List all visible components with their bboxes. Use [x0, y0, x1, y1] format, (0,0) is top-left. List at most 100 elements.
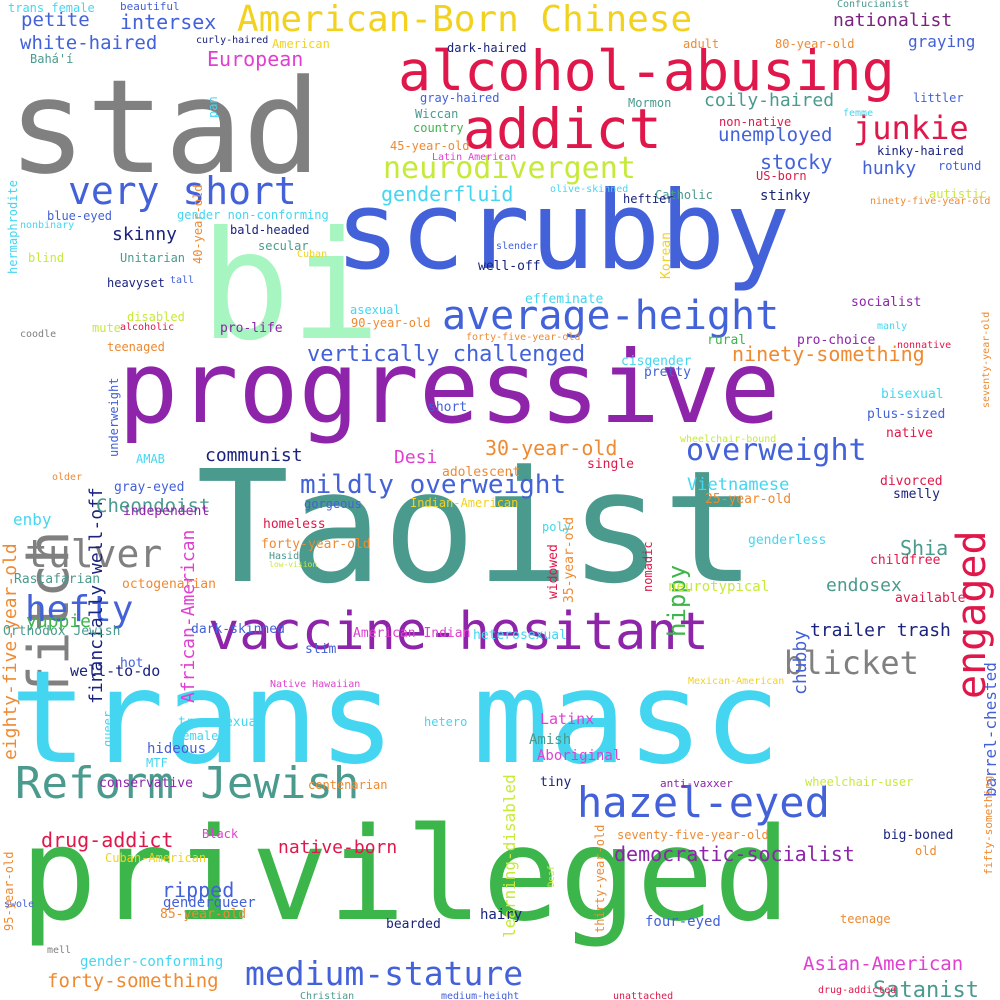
word-medium-height: medium-height [441, 991, 520, 1000]
word-available: available [895, 591, 966, 606]
word-littler: littler [913, 91, 964, 105]
word-american-indian: American Indian [353, 626, 471, 641]
word-vertically-challenged: vertically challenged [307, 342, 586, 367]
word-blue-eyed: blue-eyed [47, 209, 113, 223]
word-african-american: African-American [178, 529, 199, 703]
word-satanist: Satanist [873, 978, 979, 1000]
word-centenarian: centenarian [308, 778, 388, 792]
word-90-year-old: 90-year-old [351, 316, 431, 330]
word-ripped: ripped [162, 878, 235, 902]
word-endosex: endosex [826, 575, 902, 596]
word-secular: secular [258, 239, 309, 253]
word-mute: mute [92, 321, 121, 335]
word-cuban-american: Cuban-American [105, 851, 207, 865]
word-mormon: Mormon [628, 96, 672, 110]
word-short: short [428, 400, 468, 415]
word-privileged: privileged [20, 801, 791, 950]
word-drug-addict: drug-addict [41, 828, 174, 852]
word-neurotypical: neurotypical [668, 579, 770, 595]
word-unemployed: unemployed [718, 124, 833, 146]
word-well-to-do: well-to-do [70, 662, 161, 680]
word-gender-conforming: gender-conforming [80, 954, 224, 970]
word-catholic: Catholic [655, 188, 713, 202]
word-indian-american: Indian-American [410, 496, 519, 510]
word-curly-haired: curly-haired [196, 35, 269, 46]
word-mtf: MTF [146, 756, 168, 770]
word-kinky-haired: kinky-haired [877, 144, 964, 158]
word-independent: independent [123, 504, 210, 519]
word-hideous: hideous [147, 741, 207, 757]
word-hippy: hippy [663, 564, 691, 637]
word-gray-haired: gray-haired [420, 91, 500, 105]
word-heftier: heftier [623, 192, 674, 206]
word-hasidic: Hasidic [269, 551, 312, 562]
word-skinny: skinny [112, 224, 178, 245]
word-slim: slim [305, 642, 337, 657]
word-blicket: blicket [784, 644, 919, 682]
word-fifty-something: fifty-something [982, 775, 995, 875]
word-seventy-year-old: seventy-year-old [981, 311, 992, 408]
word-desi: Desi [394, 447, 438, 468]
word-rural: rural [707, 333, 747, 348]
word-nationalist: nationalist [833, 10, 953, 31]
word-junkie: junkie [853, 109, 969, 147]
word-graying: graying [908, 32, 976, 51]
word-vietnamese: Vietnamese [687, 475, 790, 495]
word-female: female [175, 729, 219, 743]
word-well-off: well-off [478, 259, 541, 274]
word-unitarian: Unitarian [120, 251, 186, 265]
word-alcohol-abusing: alcohol-abusing [398, 39, 895, 103]
word-hunky: hunky [862, 158, 917, 179]
word-poly: poly [542, 520, 571, 534]
word-femme: femme [843, 108, 874, 119]
word-pretty: pretty [644, 365, 691, 380]
word-nonnative: nonnative [897, 340, 952, 351]
word-genderless: genderless [748, 533, 827, 548]
word-reform-jewish: Reform Jewish [15, 758, 360, 809]
word-pro-life: pro-life [220, 321, 283, 336]
word-teenage: teenage [840, 912, 891, 926]
word-mexican-american: Mexican-American [688, 676, 785, 687]
word-teenaged: teenaged [107, 340, 165, 354]
word-unattached: unattached [613, 991, 674, 1000]
word-genderfluid: genderfluid [381, 182, 514, 206]
word-rotund: rotund [938, 159, 982, 173]
word-cheondoist: Cheondoist [96, 495, 211, 517]
word-wheelchair-user: wheelchair-user [805, 775, 914, 789]
word-white-haired: white-haired [20, 32, 158, 54]
word-tall: tall [170, 275, 195, 286]
word-country: country [413, 121, 464, 135]
word-big-boned: big-boned [883, 828, 954, 843]
word-swole: swole [4, 899, 35, 910]
word-native-hawaiian: Native Hawaiian [270, 679, 361, 690]
word-dark-skinned: dark-skinned [191, 622, 285, 637]
word-scrubby: scrubby [335, 169, 791, 294]
word-wheelchair-bound: wheelchair-bound [680, 434, 777, 445]
word-manly: manly [877, 321, 908, 332]
word-stad: stad [8, 51, 322, 203]
word-gorgeous: gorgeous [304, 497, 362, 511]
word-hefty: hefty [25, 589, 134, 630]
word-black: Black [202, 827, 239, 841]
word-low-vision: low-vision [269, 560, 318, 569]
word-homeless: homeless [263, 517, 326, 532]
word-aboriginal: Aboriginal [537, 748, 622, 764]
word-orthodox-jewish: Orthodox Jewish [3, 624, 121, 639]
word-trans-female: trans female [8, 1, 95, 15]
word-40-year-old: 40-year-old [191, 184, 205, 264]
word-four-eyed: four-eyed [645, 914, 721, 930]
word-addict: addict [463, 97, 662, 161]
word-80-year-old: 80-year-old [775, 37, 855, 51]
word-deaf: Deaf [547, 865, 557, 887]
word-blind: blind [28, 251, 65, 265]
word-octogenarian: octogenarian [122, 577, 216, 592]
word-american: American [272, 37, 330, 51]
word-tulver: tulver [25, 532, 163, 576]
word-non-native: non-native [719, 115, 792, 129]
word-progressive: progressive [118, 329, 781, 446]
word-bisexual: bisexual [881, 387, 944, 402]
word-pan: pan [206, 96, 220, 118]
word-35-year-old: 35-year-old [562, 516, 577, 603]
word-nonbinary: nonbinary [20, 220, 75, 231]
word-divorced: divorced [880, 474, 943, 489]
